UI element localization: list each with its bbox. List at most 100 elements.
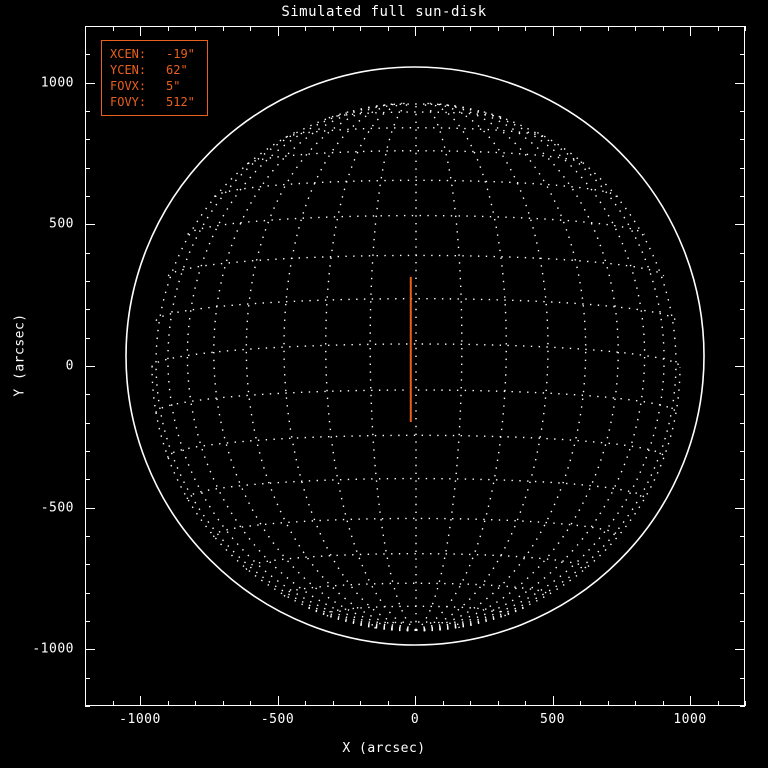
tick-y-right — [740, 479, 745, 481]
tick-x-top — [690, 26, 691, 36]
tick-x-bottom — [497, 701, 499, 706]
tick-x-bottom — [662, 701, 664, 706]
tick-x-top — [745, 26, 746, 31]
tick-x-bottom — [387, 701, 389, 706]
tick-x-bottom — [195, 701, 196, 706]
x-tick-label: 500 — [540, 712, 565, 727]
tick-x-bottom — [85, 701, 86, 706]
tick-y-right — [740, 337, 745, 339]
tick-x-top — [250, 26, 251, 31]
legend-row: XCEN: -19" — [110, 46, 201, 62]
fov-legend-box: XCEN: -19" YCEN: 62" FOVX: 5" FOVY: 512" — [101, 40, 208, 116]
tick-x-bottom — [250, 701, 251, 706]
y-tick-label: 500 — [49, 216, 74, 232]
tick-x-top — [415, 26, 416, 36]
tick-y-left — [85, 309, 90, 311]
tick-y-right — [740, 26, 745, 27]
tick-x-top — [277, 26, 279, 36]
y-tick-label: 1000 — [40, 75, 74, 91]
tick-y-right — [735, 649, 745, 651]
y-tick-label: 0 — [65, 358, 74, 374]
tick-y-right — [740, 451, 745, 452]
tick-x-top — [607, 26, 609, 31]
tick-y-left — [85, 111, 90, 112]
tick-x-top — [360, 26, 361, 31]
page-title: Simulated full sun-disk — [281, 4, 487, 20]
tick-y-left — [85, 337, 90, 339]
tick-y-right — [740, 309, 745, 311]
legend-value: 512" — [166, 95, 195, 109]
x-tick-label: -500 — [260, 712, 295, 727]
x-tick-label: 1000 — [673, 712, 707, 727]
tick-x-top — [167, 26, 169, 31]
tick-x-top — [662, 26, 664, 31]
tick-y-left — [85, 564, 90, 566]
x-tick-label: -1000 — [119, 712, 161, 727]
tick-y-right — [740, 139, 745, 141]
tick-y-right — [740, 621, 745, 622]
tick-y-right — [740, 281, 745, 282]
tick-y-right — [740, 167, 745, 169]
tick-y-left — [85, 536, 90, 537]
tick-y-left — [85, 167, 90, 169]
tick-y-left — [85, 451, 90, 452]
tick-y-left — [85, 366, 95, 367]
legend-value: 5" — [166, 79, 181, 93]
legend-value: 62" — [166, 63, 188, 77]
tick-x-bottom — [360, 701, 361, 706]
legend-key: YCEN: — [110, 63, 147, 77]
tick-y-left — [85, 196, 90, 197]
tick-x-top — [195, 26, 196, 31]
tick-y-left — [85, 507, 95, 509]
tick-x-bottom — [607, 701, 609, 706]
tick-y-left — [85, 139, 90, 141]
tick-x-bottom — [140, 696, 141, 706]
tick-y-left — [85, 479, 90, 481]
tick-x-bottom — [277, 696, 279, 706]
plot-area[interactable] — [85, 26, 745, 706]
tick-x-bottom — [470, 701, 471, 706]
tick-y-right — [735, 366, 745, 367]
tick-x-bottom — [580, 701, 581, 706]
tick-y-right — [740, 394, 745, 396]
legend-row: FOVY: 512" — [110, 94, 201, 110]
tick-y-right — [740, 196, 745, 197]
tick-y-right — [740, 54, 745, 56]
tick-y-left — [85, 422, 90, 424]
tick-x-bottom — [745, 701, 746, 706]
tick-x-top — [222, 26, 224, 31]
tick-x-bottom — [112, 701, 114, 706]
tick-x-top — [497, 26, 499, 31]
tick-x-bottom — [717, 701, 719, 706]
tick-x-top — [305, 26, 306, 31]
tick-y-left — [85, 649, 95, 651]
legend-key: XCEN: — [110, 47, 147, 61]
tick-y-right — [740, 111, 745, 112]
tick-x-top — [580, 26, 581, 31]
tick-y-right — [740, 564, 745, 566]
tick-y-left — [85, 26, 90, 27]
tick-y-right — [740, 422, 745, 424]
tick-y-left — [85, 706, 90, 707]
tick-x-bottom — [332, 701, 334, 706]
x-axis-label: X (arcsec) — [342, 741, 426, 756]
legend-value: -19" — [166, 47, 195, 61]
tick-y-right — [740, 592, 745, 594]
tick-x-bottom — [525, 701, 526, 706]
tick-x-top — [85, 26, 86, 31]
sun-disk-graphic — [125, 66, 705, 646]
legend-row: YCEN: 62" — [110, 62, 201, 78]
tick-x-bottom — [690, 696, 691, 706]
tick-y-right — [740, 536, 745, 537]
tick-x-top — [387, 26, 389, 31]
tick-y-left — [85, 252, 90, 254]
tick-x-top — [442, 26, 444, 31]
x-tick-label: 0 — [410, 712, 420, 727]
tick-y-left — [85, 54, 90, 56]
tick-x-bottom — [167, 701, 169, 706]
tick-x-bottom — [442, 701, 444, 706]
y-tick-label: -1000 — [32, 641, 74, 657]
tick-y-right — [740, 677, 745, 679]
tick-y-left — [85, 82, 95, 84]
